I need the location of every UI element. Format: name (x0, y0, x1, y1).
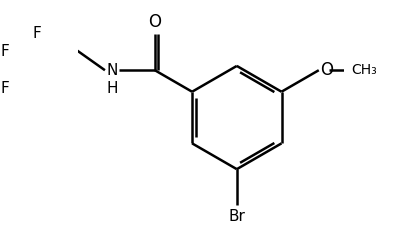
Text: CH₃: CH₃ (352, 63, 377, 77)
Text: N: N (106, 63, 118, 78)
Text: F: F (33, 26, 42, 41)
Text: F: F (1, 44, 10, 59)
Text: Br: Br (228, 209, 245, 224)
Text: H: H (106, 81, 118, 96)
Text: O: O (148, 13, 161, 31)
Text: F: F (1, 81, 10, 96)
Text: O: O (320, 61, 334, 79)
